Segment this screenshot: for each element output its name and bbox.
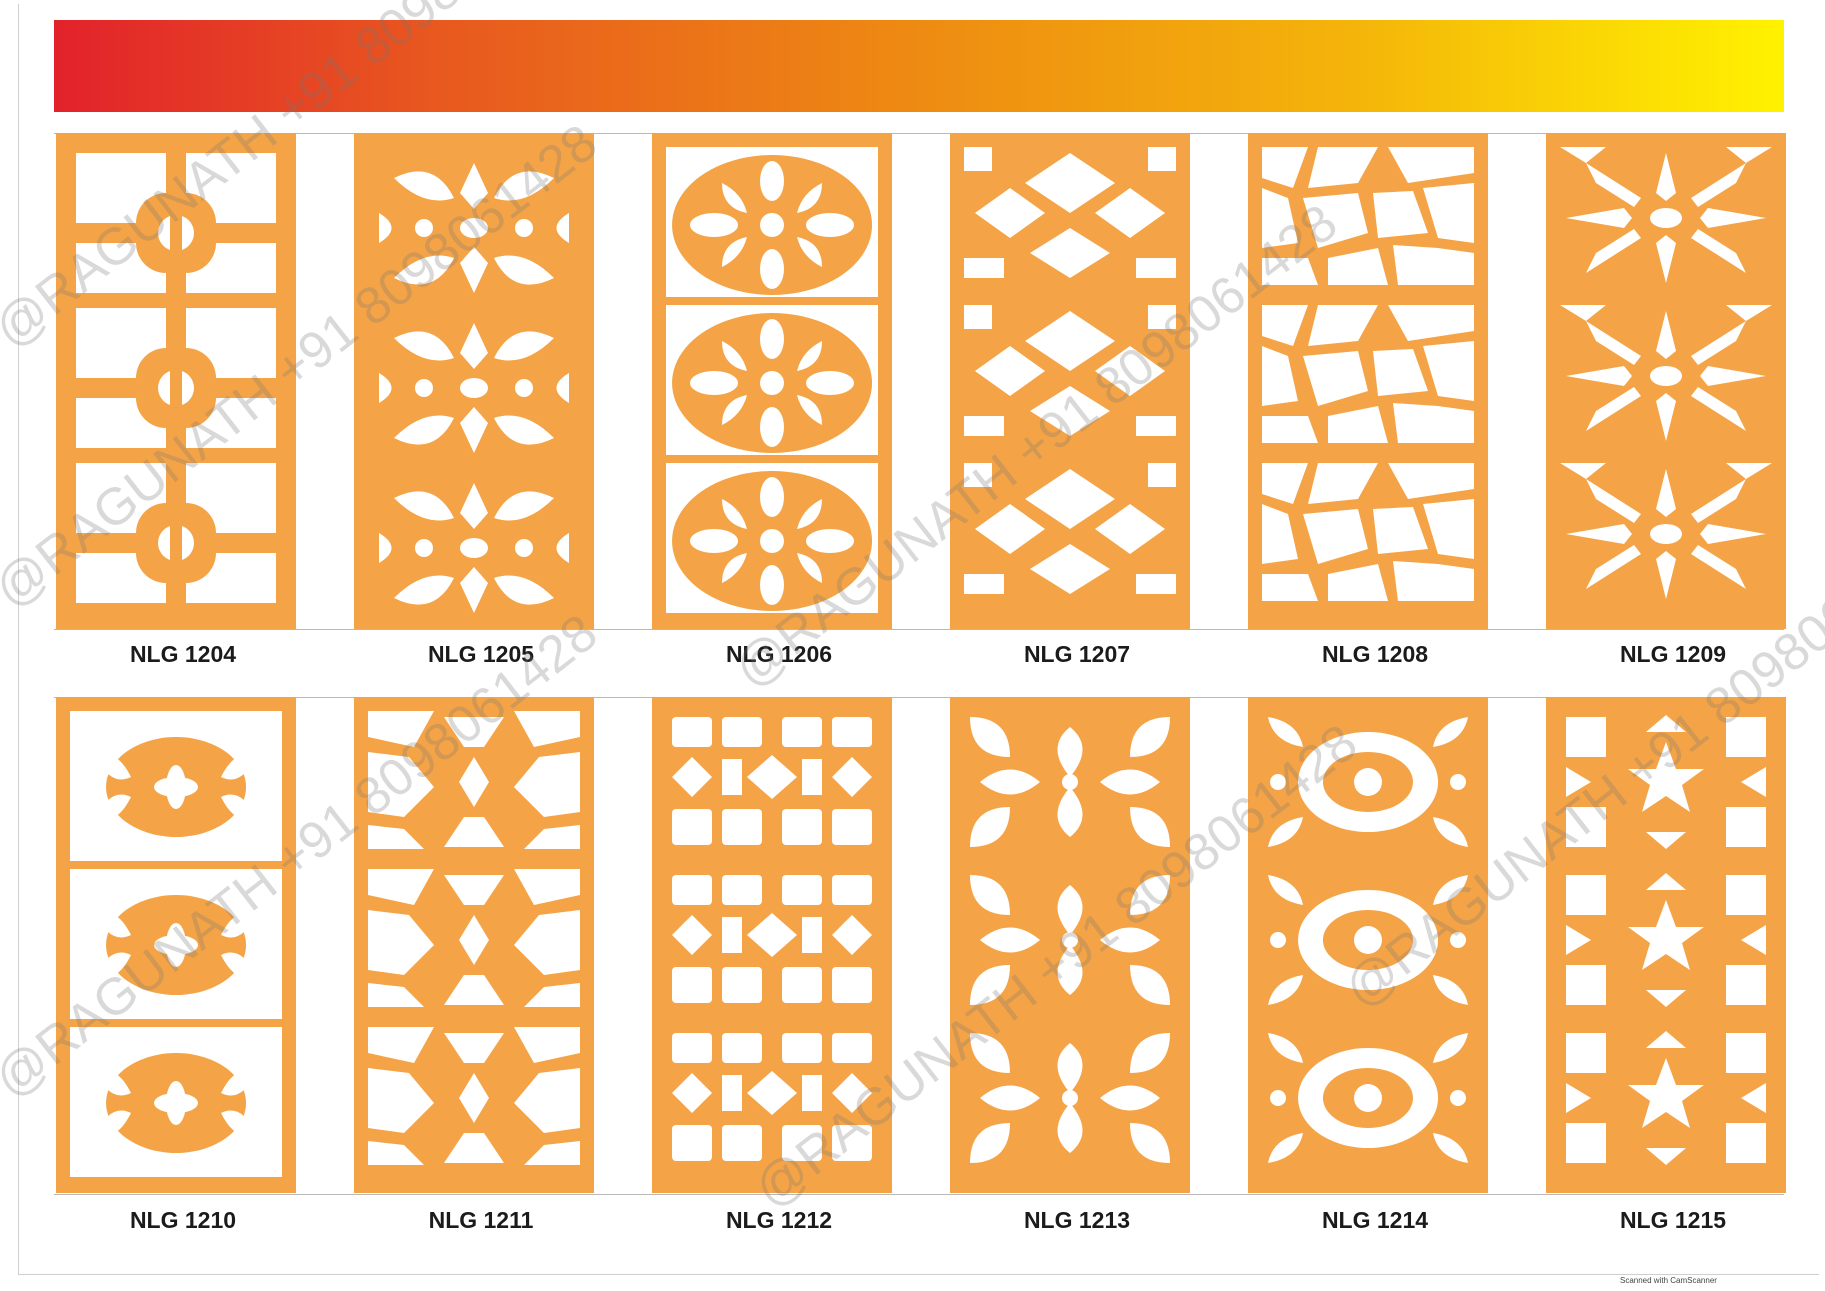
lace-medallion-pattern-icon <box>1268 717 1468 1163</box>
panel-label-nlg-1215: NLG 1215 <box>1619 1207 1727 1233</box>
panel-label-nlg-1208: NLG 1208 <box>1321 641 1429 667</box>
panel-label-nlg-1209: NLG 1209 <box>1619 641 1727 667</box>
geometric-star-pattern-icon <box>368 711 580 1165</box>
cracked-web-pattern-icon <box>1262 147 1474 601</box>
panel-nlg-1214[interactable] <box>1248 697 1488 1193</box>
panel-row-2-frame <box>54 697 1784 1195</box>
panel-nlg-1211[interactable] <box>354 697 594 1193</box>
panel-nlg-1208[interactable] <box>1248 133 1488 629</box>
floral-damask-pattern-icon <box>379 163 569 613</box>
panel-label-nlg-1212: NLG 1212 <box>725 1207 833 1233</box>
panel-nlg-1206[interactable] <box>652 133 892 629</box>
panel-nlg-1215[interactable] <box>1546 697 1786 1193</box>
panel-label-nlg-1206: NLG 1206 <box>725 641 833 667</box>
panel-nlg-1209[interactable] <box>1546 133 1786 629</box>
panel-nlg-1212[interactable] <box>652 697 892 1193</box>
quatrefoil-pattern-icon <box>76 147 276 615</box>
panel-label-nlg-1205: NLG 1205 <box>427 641 535 667</box>
star-burst-pattern-icon <box>1560 147 1772 599</box>
scanner-credit: Scanned with CamScanner <box>1620 1276 1717 1285</box>
panel-row-1-frame <box>54 133 1784 630</box>
panel-nlg-1205[interactable] <box>354 133 594 629</box>
panel-label-nlg-1207: NLG 1207 <box>1023 641 1131 667</box>
panel-nlg-1213[interactable] <box>950 697 1190 1193</box>
diamond-lattice-pattern-icon <box>964 147 1176 594</box>
moroccan-star-pattern-icon <box>1566 715 1766 1165</box>
panel-label-nlg-1204: NLG 1204 <box>129 641 237 667</box>
circle-medallion-pattern-icon <box>666 147 878 613</box>
panel-nlg-1210[interactable] <box>56 697 296 1193</box>
panel-label-nlg-1214: NLG 1214 <box>1321 1207 1429 1233</box>
panel-nlg-1204[interactable] <box>56 133 296 629</box>
panel-label-nlg-1211: NLG 1211 <box>428 1207 534 1233</box>
page-frame <box>18 4 1819 1275</box>
panel-label-nlg-1213: NLG 1213 <box>1023 1207 1131 1233</box>
ring-flower-pattern-icon <box>70 711 282 1177</box>
grid-lattice-pattern-icon <box>672 717 872 1161</box>
panel-nlg-1207[interactable] <box>950 133 1190 629</box>
gradient-header-bar <box>54 20 1784 112</box>
panel-label-nlg-1210: NLG 1210 <box>129 1207 237 1233</box>
scroll-floral-pattern-icon <box>970 717 1170 1163</box>
